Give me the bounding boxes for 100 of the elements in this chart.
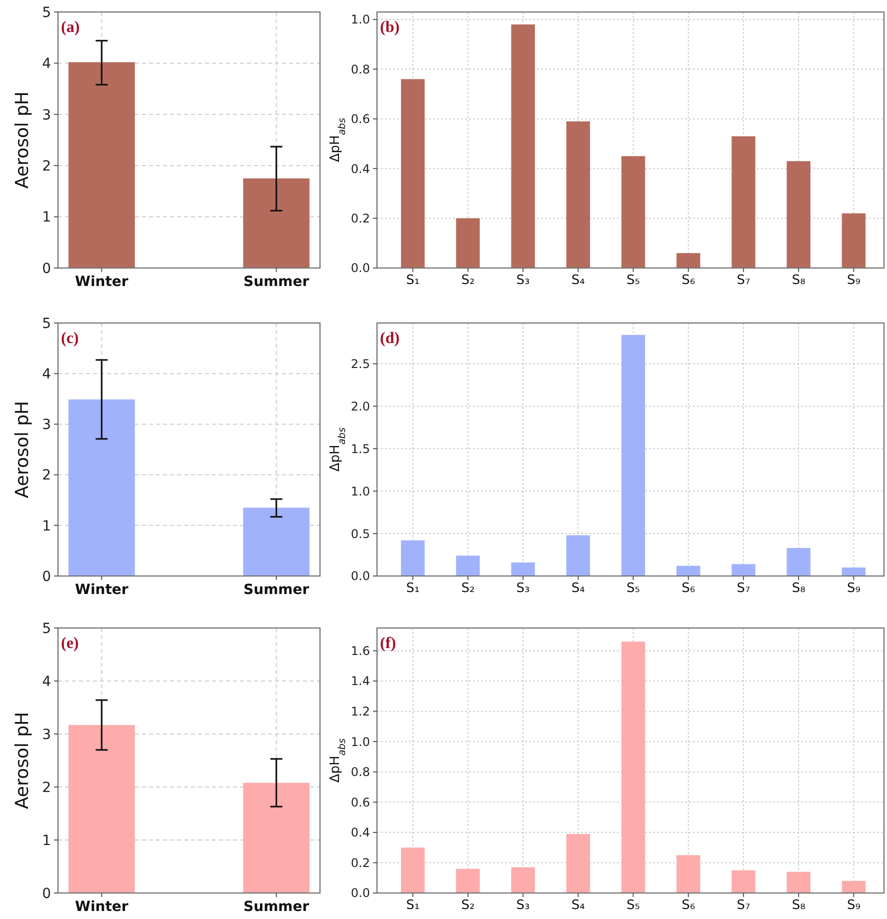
bar — [400, 540, 425, 576]
x-tick-label: Summer — [244, 582, 310, 598]
x-tick-label: S₃ — [516, 273, 530, 288]
y-tick-label: 1 — [42, 832, 51, 849]
x-tick-label: Summer — [244, 899, 310, 915]
y-axis-title: Aerosol pH — [12, 400, 33, 498]
x-tick-label: S₆ — [682, 273, 696, 288]
x-tick-label: S₃ — [516, 898, 530, 913]
x-tick-label: S₂ — [461, 898, 475, 913]
x-tick-label: S₆ — [682, 898, 696, 913]
y-tick-label: 0.2 — [350, 856, 370, 870]
bar — [511, 867, 535, 893]
x-tick-label: S₄ — [571, 273, 585, 288]
bar — [456, 868, 480, 893]
y-tick-label: 2 — [42, 468, 51, 484]
y-tick-label: 0.0 — [350, 261, 370, 276]
bar — [566, 121, 590, 268]
x-tick-label: S₇ — [736, 898, 750, 913]
y-tick-label: 0.4 — [350, 826, 370, 840]
x-tick-label: S₈ — [792, 273, 806, 288]
bar — [732, 564, 756, 576]
y-tick-label: 1.5 — [350, 442, 370, 456]
y-tick-label: 0.6 — [350, 795, 370, 810]
bar — [511, 24, 535, 268]
x-tick-label: S₅ — [626, 581, 640, 596]
bar — [842, 880, 866, 893]
y-tick-label: 2.0 — [350, 399, 370, 414]
y-tick-label: 1.2 — [350, 704, 370, 718]
y-tick-label: 0.4 — [350, 162, 370, 176]
x-tick-label: S₂ — [461, 273, 475, 288]
y-tick-label: 0.8 — [350, 765, 370, 780]
x-tick-label: S₃ — [516, 581, 530, 596]
x-tick-label: Winter — [75, 274, 128, 290]
bar — [676, 566, 700, 576]
y-tick-label: 0.5 — [350, 526, 370, 541]
x-tick-label: Winter — [75, 899, 128, 915]
y-axis-title: Aerosol pH — [12, 712, 33, 810]
y-tick-label: 0 — [42, 886, 51, 902]
y-tick-label: 5 — [42, 620, 51, 637]
chart-title: (a) — [61, 19, 80, 36]
y-tick-label: 0.2 — [350, 211, 370, 226]
bar — [566, 834, 590, 893]
y-tick-label: 2 — [42, 780, 51, 796]
y-tick-label: 0.8 — [350, 62, 370, 76]
x-tick-label: Winter — [75, 582, 128, 598]
y-tick-label: 1.6 — [350, 644, 370, 658]
y-tick-label: 1 — [42, 518, 51, 534]
y-tick-label: 0.6 — [350, 112, 370, 126]
bar — [842, 568, 866, 576]
bar — [786, 161, 810, 268]
x-tick-label: S₇ — [736, 273, 750, 288]
x-tick-label: Summer — [244, 274, 310, 290]
x-tick-label: S₁ — [406, 273, 420, 288]
bar — [456, 556, 480, 576]
y-tick-label: 3 — [42, 417, 51, 434]
chart-title: (f) — [380, 635, 396, 652]
y-tick-label: 1.0 — [350, 484, 370, 498]
y-tick-label: 4 — [42, 366, 52, 382]
x-tick-label: S₄ — [571, 581, 585, 596]
y-tick-label: 4 — [42, 674, 52, 690]
bar — [621, 334, 646, 576]
y-tick-label: 3 — [42, 726, 51, 743]
chart-title: (b) — [380, 19, 400, 36]
y-tick-label: 1.4 — [350, 674, 370, 688]
y-tick-label: 0 — [42, 260, 51, 277]
y-tick-label: 2.5 — [350, 356, 370, 371]
y-tick-label: 3 — [42, 107, 51, 124]
bar — [786, 548, 810, 576]
bar — [566, 535, 590, 576]
chart-title: (e) — [61, 635, 79, 652]
bar — [511, 562, 535, 576]
x-tick-label: S₆ — [682, 581, 696, 596]
bar — [842, 213, 866, 268]
y-tick-label: 1 — [42, 210, 51, 226]
y-tick-label: 1.0 — [350, 12, 370, 27]
x-tick-label: S₉ — [846, 898, 860, 913]
x-tick-label: S₈ — [792, 898, 806, 913]
y-tick-label: 5 — [42, 4, 51, 21]
bar — [676, 253, 700, 268]
chart-title: (c) — [61, 330, 79, 347]
y-tick-label: 1.0 — [350, 734, 370, 749]
y-tick-label: 2 — [42, 158, 51, 174]
x-tick-label: S₄ — [571, 898, 585, 913]
x-tick-label: S₇ — [736, 581, 750, 596]
bar — [456, 218, 480, 268]
x-tick-label: S₁ — [406, 581, 420, 596]
bar — [786, 872, 810, 893]
bar — [621, 642, 646, 893]
x-tick-label: S₉ — [846, 581, 860, 596]
bar — [621, 156, 646, 268]
x-tick-label: S₁ — [406, 898, 420, 913]
chart-title: (d) — [380, 330, 400, 347]
y-tick-label: 0 — [42, 568, 51, 585]
y-tick-label: 5 — [42, 316, 51, 332]
bar — [732, 136, 756, 268]
bar — [732, 870, 756, 893]
x-tick-label: S₅ — [626, 273, 640, 288]
x-tick-label: S₂ — [461, 581, 475, 596]
y-tick-label: 4 — [42, 56, 52, 72]
bar — [676, 855, 700, 893]
